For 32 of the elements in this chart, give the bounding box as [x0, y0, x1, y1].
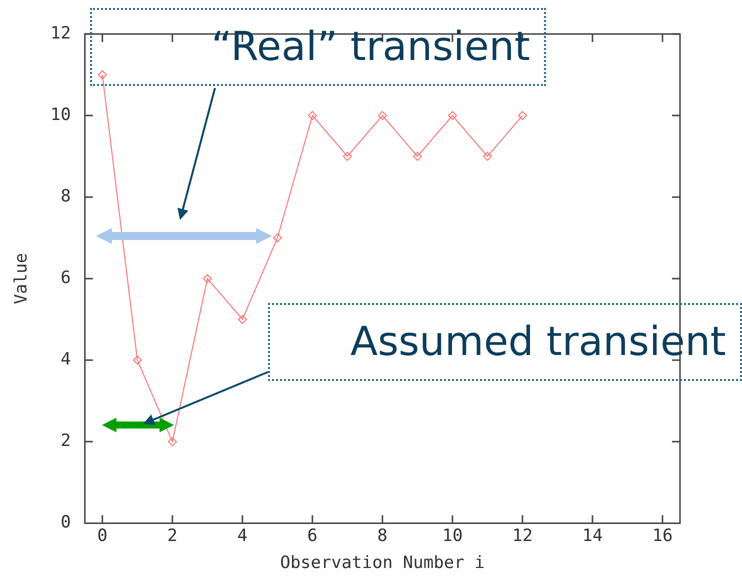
point	[238, 314, 247, 324]
point	[342, 152, 352, 161]
point	[98, 70, 107, 80]
y-tick-label: 6	[60, 268, 71, 288]
x-tick-label: 8	[377, 526, 388, 546]
x-tick-label: 10	[442, 526, 463, 546]
y-tick-label: 0	[60, 512, 71, 533]
point	[202, 274, 212, 284]
point	[518, 111, 527, 120]
x-axis-title: Observation Number i	[280, 553, 485, 574]
point	[132, 356, 142, 365]
point	[412, 152, 422, 161]
point	[378, 111, 387, 120]
x-tick-label: 2	[167, 526, 178, 546]
point	[168, 437, 177, 446]
y-tick-label: 4	[60, 350, 71, 370]
x-tick-label: 6	[307, 526, 318, 546]
x-tick-label: 14	[582, 526, 603, 546]
y-tick-label: 8	[60, 186, 71, 206]
x-tick-label: 4	[237, 526, 248, 546]
x-tick-label: 0	[97, 526, 108, 546]
point	[482, 152, 492, 161]
y-tick-label: 2	[60, 431, 71, 452]
point	[308, 111, 317, 120]
point	[448, 111, 457, 120]
y-tick-label: 10	[50, 104, 71, 125]
x-tick-label: 12	[512, 526, 533, 546]
y-axis-title: Value	[12, 253, 32, 304]
annotation: “Real” transient	[90, 8, 546, 86]
point	[272, 233, 282, 242]
y-tick-label: 12	[50, 23, 71, 44]
x-tick-label: 16	[652, 526, 673, 546]
